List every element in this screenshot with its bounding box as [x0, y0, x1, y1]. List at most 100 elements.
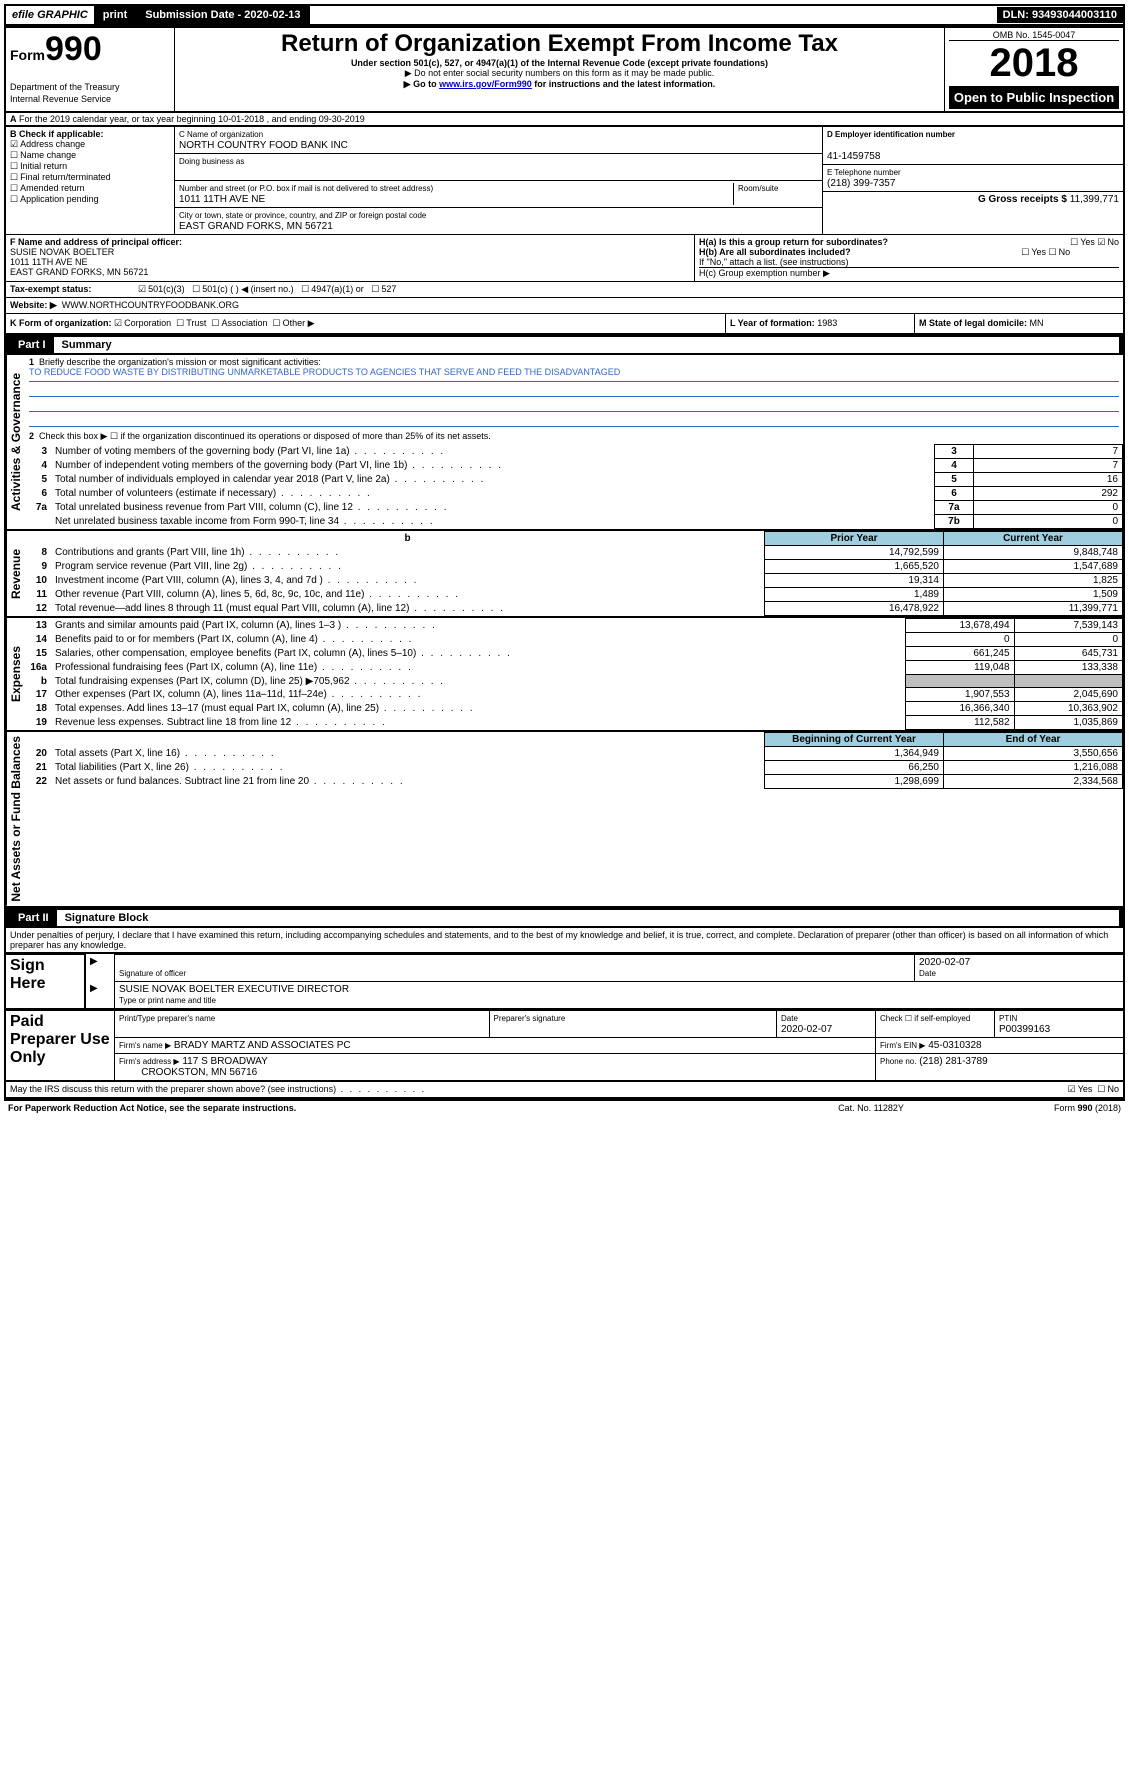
phone-value: (218) 399-7357	[827, 178, 895, 189]
chk-501c3[interactable]: 501(c)(3)	[138, 284, 185, 294]
street-label: Number and street (or P.O. box if mail i…	[179, 184, 433, 193]
year-formation: 1983	[817, 318, 837, 328]
signature-table: Sign Here ▶ Signature of officer 2020-02…	[4, 954, 1125, 1010]
governance-table: 3Number of voting members of the governi…	[25, 444, 1123, 529]
box-g-label: G Gross receipts $	[978, 194, 1067, 205]
officer-addr2: EAST GRAND FORKS, MN 56721	[10, 267, 148, 277]
chk-501c[interactable]: 501(c) ( ) ◀ (insert no.)	[192, 284, 294, 294]
expenses-table: 13Grants and similar amounts paid (Part …	[25, 618, 1123, 730]
room-label: Room/suite	[738, 184, 778, 193]
box-d-label: D Employer identification number	[827, 130, 955, 139]
city-label: City or town, state or province, country…	[179, 211, 426, 220]
box-i-label: Tax-exempt status:	[6, 282, 134, 297]
part2-header: Part II Signature Block	[4, 908, 1125, 928]
chk-amended[interactable]: Amended return	[10, 183, 85, 193]
vlabel-governance: Activities & Governance	[6, 355, 25, 529]
revenue-table: bPrior YearCurrent Year8Contributions an…	[25, 531, 1123, 616]
note-goto: ▶ Go to www.irs.gov/Form990 for instruct…	[181, 79, 938, 90]
h-a: H(a) Is this a group return for subordin…	[699, 237, 1119, 247]
table-row: 21Total liabilities (Part X, line 26)66,…	[25, 761, 1123, 775]
officer-name: SUSIE NOVAK BOELTER	[10, 247, 114, 257]
table-row: 15Salaries, other compensation, employee…	[25, 647, 1123, 661]
form-footer: Form 990 (2018)	[971, 1103, 1121, 1113]
period-line: A For the 2019 calendar year, or tax yea…	[6, 113, 1123, 126]
box-k-label: K Form of organization:	[10, 318, 112, 328]
open-public: Open to Public Inspection	[949, 86, 1119, 109]
org-name: NORTH COUNTRY FOOD BANK INC	[179, 140, 348, 151]
firm-phone: (218) 281-3789	[919, 1056, 987, 1067]
firm-ein: 45-0310328	[928, 1040, 981, 1051]
efile-label: efile GRAPHIC	[6, 7, 94, 23]
table-row: bTotal fundraising expenses (Part IX, co…	[25, 675, 1123, 688]
state-domicile: MN	[1030, 318, 1044, 328]
table-row: 5Total number of individuals employed in…	[25, 473, 1123, 487]
ptin: P00399163	[999, 1024, 1050, 1035]
table-row: 17Other expenses (Part IX, column (A), l…	[25, 688, 1123, 702]
perjury-statement: Under penalties of perjury, I declare th…	[4, 928, 1125, 954]
website-link[interactable]: WWW.NORTHCOUNTRYFOODBANK.ORG	[62, 300, 239, 310]
officer-addr1: 1011 11TH AVE NE	[10, 257, 88, 267]
box-c-label: C Name of organization	[179, 130, 263, 139]
submission-date: Submission Date - 2020-02-13	[136, 6, 309, 24]
table-row: 10Investment income (Part VIII, column (…	[25, 574, 1123, 588]
box-b-label: B Check if applicable:	[10, 129, 104, 139]
city-value: EAST GRAND FORKS, MN 56721	[179, 221, 333, 232]
h-b-note: If "No," attach a list. (see instruction…	[699, 257, 1119, 267]
print-button[interactable]: print	[94, 6, 136, 24]
table-row: 14Benefits paid to or for members (Part …	[25, 633, 1123, 647]
irs-link[interactable]: www.irs.gov/Form990	[439, 79, 532, 89]
table-row: 4Number of independent voting members of…	[25, 459, 1123, 473]
table-row: 18Total expenses. Add lines 13–17 (must …	[25, 702, 1123, 716]
omb-number: OMB No. 1545-0047	[949, 30, 1119, 41]
vlabel-expenses: Expenses	[6, 618, 25, 730]
dept-treasury: Department of the TreasuryInternal Reven…	[10, 82, 120, 104]
ein-value: 41-1459758	[827, 151, 880, 162]
discuss-question: May the IRS discuss this return with the…	[10, 1084, 1068, 1095]
tax-year: 2018	[949, 41, 1119, 86]
line1-label: Briefly describe the organization's miss…	[39, 357, 321, 367]
box-f-label: F Name and address of principal officer:	[10, 237, 182, 247]
street-value: 1011 11TH AVE NE	[179, 194, 265, 205]
paid-preparer-table: Paid Preparer Use Only Print/Type prepar…	[4, 1010, 1125, 1082]
paid-preparer-label: Paid Preparer Use Only	[5, 1010, 115, 1081]
entity-block: B Check if applicable: Address change Na…	[6, 126, 1123, 234]
signer-name: SUSIE NOVAK BOELTER EXECUTIVE DIRECTOR	[119, 984, 349, 995]
table-row: 7aTotal unrelated business revenue from …	[25, 501, 1123, 515]
vlabel-netassets: Net Assets or Fund Balances	[6, 732, 25, 906]
table-row: 12Total revenue—add lines 8 through 11 (…	[25, 602, 1123, 616]
pra-notice: For Paperwork Reduction Act Notice, see …	[8, 1103, 771, 1113]
h-c: H(c) Group exemption number ▶	[699, 267, 1119, 279]
cat-no: Cat. No. 11282Y	[771, 1103, 971, 1113]
firm-addr1: 117 S BROADWAY	[182, 1056, 267, 1067]
box-j-label: Website: ▶	[10, 300, 57, 310]
form-number: 990	[45, 30, 102, 68]
table-row: 22Net assets or fund balances. Subtract …	[25, 775, 1123, 789]
form-title: Return of Organization Exempt From Incom…	[181, 30, 938, 58]
table-row: 3Number of voting members of the governi…	[25, 445, 1123, 459]
form-subtitle: Under section 501(c), 527, or 4947(a)(1)…	[181, 58, 938, 68]
chk-initial[interactable]: Initial return	[10, 161, 67, 171]
firm-addr2: CROOKSTON, MN 56716	[141, 1067, 257, 1078]
chk-address[interactable]: Address change	[10, 139, 85, 149]
h-b: H(b) Are all subordinates included? Yes …	[699, 247, 1119, 257]
chk-527[interactable]: 527	[371, 284, 396, 294]
table-row: 11Other revenue (Part VIII, column (A), …	[25, 588, 1123, 602]
part1-header: Part I Summary	[4, 335, 1125, 355]
chk-name[interactable]: Name change	[10, 150, 76, 160]
chk-final[interactable]: Final return/terminated	[10, 172, 111, 182]
table-row: Net unrelated business taxable income fr…	[25, 515, 1123, 529]
line2-label: Check this box ▶ ☐ if the organization d…	[39, 431, 491, 441]
table-row: 16aProfessional fundraising fees (Part I…	[25, 661, 1123, 675]
table-row: 19Revenue less expenses. Subtract line 1…	[25, 716, 1123, 730]
sign-here-label: Sign Here	[5, 954, 85, 1009]
chk-4947[interactable]: 4947(a)(1) or	[301, 284, 364, 294]
form-header: Form990 Department of the TreasuryIntern…	[4, 26, 1125, 113]
dln: DLN: 93493044003110	[997, 7, 1123, 23]
vlabel-revenue: Revenue	[6, 531, 25, 616]
table-row: 13Grants and similar amounts paid (Part …	[25, 619, 1123, 633]
box-e-label: E Telephone number	[827, 168, 901, 177]
chk-app-pending[interactable]: Application pending	[10, 194, 99, 204]
table-row: 6Total number of volunteers (estimate if…	[25, 487, 1123, 501]
table-row: 9Program service revenue (Part VIII, lin…	[25, 560, 1123, 574]
form-prefix: Form	[10, 47, 45, 63]
